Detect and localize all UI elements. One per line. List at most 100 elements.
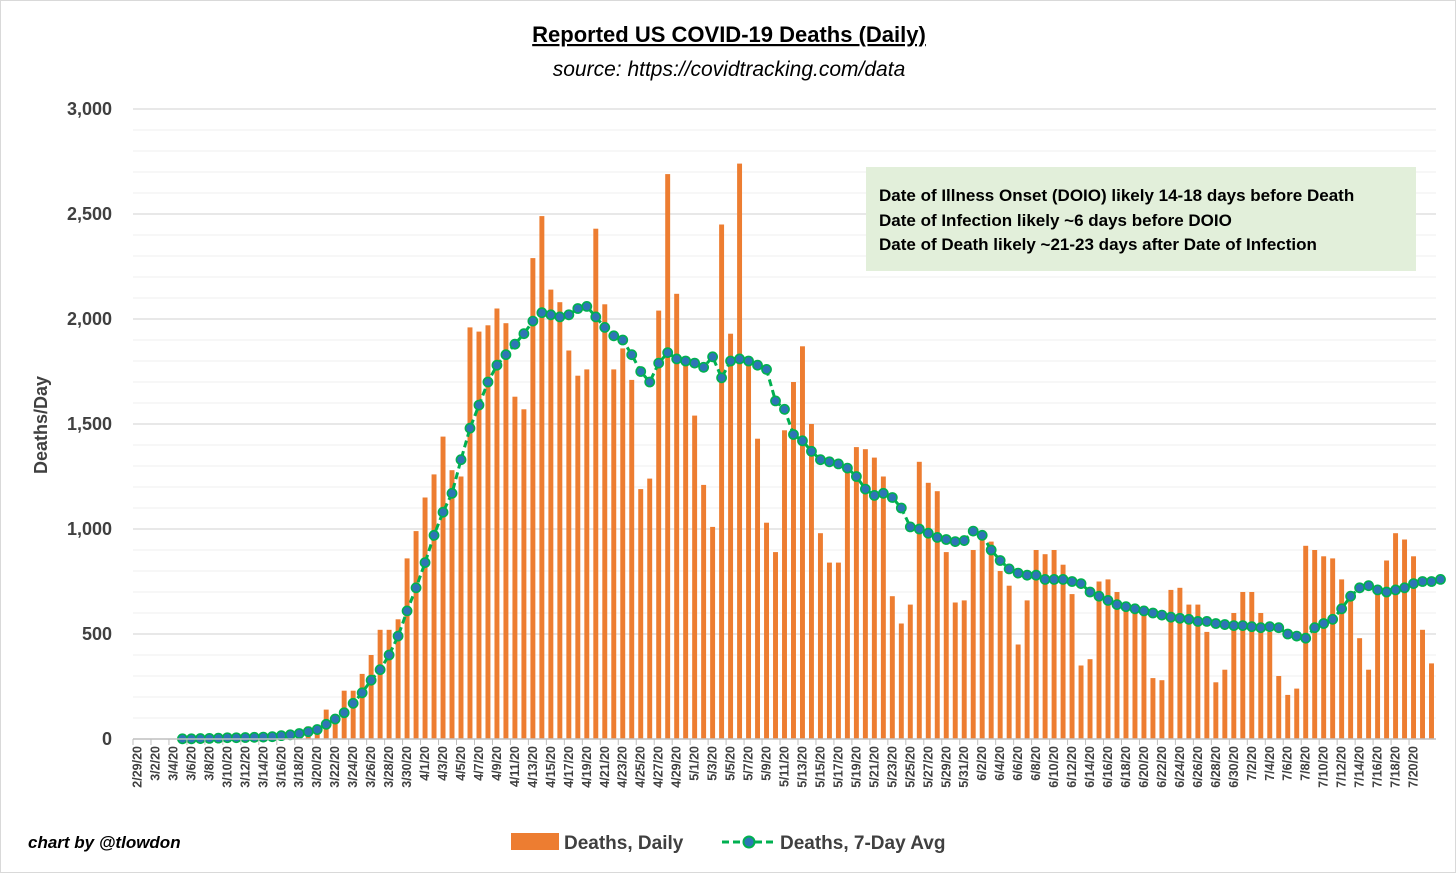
avg-point [392,630,404,642]
daily-bar [1006,585,1012,739]
x-tick-label: 5/9/20 [760,746,774,781]
daily-bar [1321,556,1327,739]
daily-bar [1294,688,1300,739]
x-tick-label: 4/15/20 [544,746,558,788]
x-tick-label: 6/24/20 [1173,746,1187,788]
daily-bar [764,522,769,739]
avg-point [473,399,485,411]
avg-point [653,357,665,369]
daily-bar [1213,682,1219,739]
x-tick-label: 4/5/20 [454,746,468,781]
daily-bar [997,571,1003,739]
x-tick-label: 3/16/20 [274,746,288,788]
daily-bar [871,457,877,739]
daily-bar [683,363,689,739]
avg-point [518,328,530,340]
y-axis-label: Deaths/Day [31,376,51,474]
x-tick-label: 4/7/20 [472,746,486,781]
avg-point [563,309,575,321]
avg-point [833,458,844,470]
daily-deaths-bars [179,163,1434,740]
x-tick-label: 4/19/20 [580,746,594,788]
daily-bar [1096,581,1102,739]
daily-bar [503,323,509,739]
avg-point [329,713,341,725]
avg-point [428,529,440,541]
avg-point [1372,584,1383,596]
avg-point [976,529,988,541]
daily-bar [485,325,491,739]
avg-point [365,674,377,686]
avg-point [1327,613,1339,625]
avg-point [1192,616,1204,627]
daily-bar [934,491,940,739]
avg-point [716,372,727,384]
daily-bar [386,629,392,739]
daily-bar [880,476,886,739]
daily-bar [889,596,895,739]
daily-bar [449,470,455,739]
avg-point [985,544,997,556]
avg-point [536,307,548,319]
daily-bar [674,293,680,739]
x-tick-label: 3/30/20 [400,746,414,788]
avg-point [770,395,781,407]
x-tick-label: 3/10/20 [220,746,234,788]
x-tick-label: 5/5/20 [724,746,738,781]
avg-point [1228,620,1240,631]
avg-point [347,697,359,709]
annotation-box: Date of Illness Onset (DOIO) likely 14-1… [866,167,1416,271]
daily-bar [1276,676,1282,739]
avg-point [1174,612,1186,624]
avg-point [527,315,539,327]
x-tick-label: 4/1/20 [418,746,432,781]
x-tick-label: 6/14/20 [1083,746,1097,788]
avg-point [1030,569,1042,581]
avg-point [500,349,512,361]
daily-bar [1258,613,1264,739]
avg-point [482,376,494,388]
avg-point [311,724,323,735]
avg-point [419,557,431,568]
avg-point [1201,616,1213,627]
daily-bar [611,369,617,739]
daily-bar [1015,644,1021,739]
daily-bar [808,424,814,739]
avg-point [1093,590,1105,602]
daily-bar [494,308,500,739]
avg-point [599,321,611,333]
x-axis-ticks: 2/29/20 3/2/20 3/4/20 3/6/20 3/8/20 3/10/20 3/… [131,739,1421,788]
avg-point [850,471,862,482]
x-tick-label: 5/23/20 [885,746,899,788]
daily-bar [1195,604,1201,739]
daily-bar [620,348,626,739]
annotation-line-1: Date of Illness Onset (DOIO) likely 14-1… [879,186,1354,205]
x-tick-label: 6/8/20 [1029,746,1043,781]
avg-point [1066,576,1078,587]
avg-point [590,311,602,323]
daily-bar [1267,631,1273,739]
daily-bar [1087,659,1093,739]
avg-point [949,536,961,547]
avg-point [1039,574,1051,585]
avg-point [635,366,647,377]
x-tick-label: 5/17/20 [831,746,845,788]
daily-bar [647,478,653,739]
x-tick-label: 3/26/20 [364,746,378,788]
avg-point [626,349,638,361]
avg-point [374,664,386,676]
y-tick-label: 1,500 [67,414,112,434]
x-tick-label: 5/7/20 [742,746,756,781]
annotation-background [866,167,1416,271]
daily-bar [593,228,599,739]
daily-bar [782,430,787,739]
avg-point [608,330,620,342]
x-tick-label: 7/18/20 [1389,746,1403,788]
avg-point [931,532,943,543]
daily-bar [1204,631,1210,739]
avg-point [842,462,853,474]
x-tick-label: 4/11/20 [508,746,522,787]
daily-bar [773,552,778,739]
daily-bar [800,346,805,739]
